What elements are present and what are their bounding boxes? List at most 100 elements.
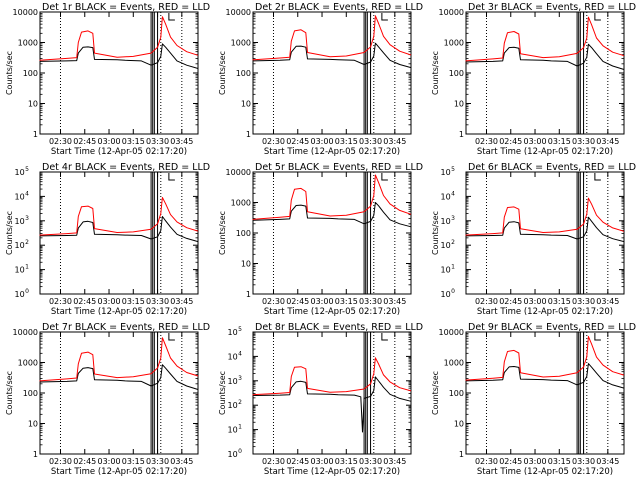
y-tick-label: 104 xyxy=(440,190,455,201)
y-tick-label: 1 xyxy=(246,130,251,139)
x-tick-label: 02:45 xyxy=(499,137,522,146)
y-tick-label: 101 xyxy=(227,424,242,435)
x-tick-label: 03:30 xyxy=(146,457,169,466)
x-tick-label: 03:15 xyxy=(548,457,571,466)
y-tick-label: 103 xyxy=(227,375,242,386)
x-axis-label: Start Time (12-Apr-05 02:17:20) xyxy=(51,467,187,477)
y-tick-label: 101 xyxy=(14,264,29,275)
x-tick-label: 03:45 xyxy=(170,297,193,306)
x-tick-label: 03:30 xyxy=(359,137,382,146)
y-tick-label: 1 xyxy=(33,450,38,459)
x-tick-label: 02:30 xyxy=(262,137,285,146)
series-line-events xyxy=(465,216,625,243)
y-axis-label: Counts/sec xyxy=(5,371,14,415)
y-tick-label: 1 xyxy=(246,290,251,299)
y-axis-label: Counts/sec xyxy=(5,51,14,95)
x-tick-label: 03:45 xyxy=(170,137,193,146)
x-tick-label: 03:30 xyxy=(359,457,382,466)
series-line-events xyxy=(465,43,625,70)
y-axis-label: Counts/sec xyxy=(431,51,440,95)
series-line-events xyxy=(252,202,412,228)
panel-9: Det 9r BLACK = Events, RED = LLD 1 10 100 10… xyxy=(431,322,636,477)
x-tick-label: 03:30 xyxy=(359,297,382,306)
x-axis-label: Start Time (12-Apr-05 02:17:20) xyxy=(477,147,613,157)
series-line-lld xyxy=(465,335,625,381)
y-tick-label: 103 xyxy=(14,215,29,226)
y-axis-label: Counts/sec xyxy=(218,51,227,95)
y-tick-label: 100 xyxy=(23,69,38,78)
y-tick-label: 1000 xyxy=(444,39,464,48)
x-tick-label: 03:45 xyxy=(383,457,406,466)
attenuator-state-marker xyxy=(594,333,601,341)
x-tick-label: 03:45 xyxy=(170,457,193,466)
panel-title: Det 7r BLACK = Events, RED = LLD xyxy=(42,322,210,333)
y-tick-label: 102 xyxy=(227,399,242,410)
plot-frame xyxy=(39,171,199,295)
y-tick-label: 100 xyxy=(236,229,251,238)
series-line-events xyxy=(252,42,412,69)
x-tick-label: 02:30 xyxy=(49,137,72,146)
y-axis-label: Counts/sec xyxy=(218,211,227,255)
series-line-lld xyxy=(39,197,199,236)
x-tick-label: 02:30 xyxy=(475,297,498,306)
panel-7: Det 7r BLACK = Events, RED = LLD 1 10 100 10… xyxy=(5,322,210,477)
y-axis-label: Counts/sec xyxy=(218,371,227,415)
series-line-events xyxy=(39,216,199,243)
x-tick-label: 03:15 xyxy=(335,137,358,146)
x-axis-label: Start Time (12-Apr-05 02:17:20) xyxy=(264,467,400,477)
y-tick-label: 100 xyxy=(449,389,464,398)
panel-6: Det 6r BLACK = Events, RED = LLD 100 101 10… xyxy=(431,162,636,317)
x-tick-label: 02:30 xyxy=(49,457,72,466)
y-tick-label: 102 xyxy=(14,239,29,250)
y-tick-label: 10 xyxy=(454,420,464,429)
panel-4: Det 4r BLACK = Events, RED = LLD 100 101 10… xyxy=(5,162,210,317)
y-tick-label: 10000 xyxy=(439,328,464,337)
y-tick-label: 1000 xyxy=(18,39,38,48)
x-tick-label: 02:45 xyxy=(499,297,522,306)
attenuator-state-marker xyxy=(381,333,388,341)
attenuator-state-marker xyxy=(168,13,175,21)
series-line-lld xyxy=(465,197,625,236)
y-tick-label: 100 xyxy=(14,288,29,299)
y-tick-label: 1 xyxy=(459,450,464,459)
series-line-events xyxy=(39,43,199,69)
y-tick-label: 105 xyxy=(14,166,29,177)
y-axis-label: Counts/sec xyxy=(431,211,440,255)
x-tick-label: 02:45 xyxy=(286,137,309,146)
x-tick-label: 03:00 xyxy=(310,297,333,306)
y-tick-label: 100 xyxy=(440,288,455,299)
y-tick-label: 10000 xyxy=(226,168,251,177)
x-tick-label: 03:45 xyxy=(383,137,406,146)
x-tick-label: 03:45 xyxy=(383,297,406,306)
y-tick-label: 10000 xyxy=(13,8,38,17)
y-axis-label: Counts/sec xyxy=(5,211,14,255)
series-line-lld xyxy=(39,16,199,61)
y-tick-label: 10 xyxy=(241,260,251,269)
x-tick-label: 03:15 xyxy=(335,297,358,306)
y-tick-label: 10 xyxy=(454,100,464,109)
panel-3: Det 3r BLACK = Events, RED = LLD 1 10 100 10… xyxy=(431,2,636,157)
series-line-events xyxy=(252,376,412,433)
y-tick-label: 100 xyxy=(449,69,464,78)
x-tick-label: 02:30 xyxy=(49,297,72,306)
x-tick-label: 03:00 xyxy=(310,457,333,466)
series-line-events xyxy=(39,364,199,390)
series-line-lld xyxy=(252,174,412,220)
x-tick-label: 02:45 xyxy=(286,297,309,306)
y-tick-label: 100 xyxy=(23,389,38,398)
panel-8: Det 8r BLACK = Events, RED = LLD 100 101 10… xyxy=(218,322,423,477)
y-tick-label: 102 xyxy=(440,239,455,250)
y-tick-label: 10000 xyxy=(439,8,464,17)
attenuator-state-marker xyxy=(168,333,175,341)
x-axis-label: Start Time (12-Apr-05 02:17:20) xyxy=(264,307,400,317)
panel-title: Det 5r BLACK = Events, RED = LLD xyxy=(255,162,423,173)
x-tick-label: 03:30 xyxy=(572,457,595,466)
panel-title: Det 4r BLACK = Events, RED = LLD xyxy=(42,162,210,173)
x-tick-label: 03:45 xyxy=(596,137,619,146)
x-tick-label: 03:00 xyxy=(97,137,120,146)
y-tick-label: 105 xyxy=(227,326,242,337)
panel-title: Det 1r BLACK = Events, RED = LLD xyxy=(42,2,210,13)
attenuator-state-marker xyxy=(594,13,601,21)
